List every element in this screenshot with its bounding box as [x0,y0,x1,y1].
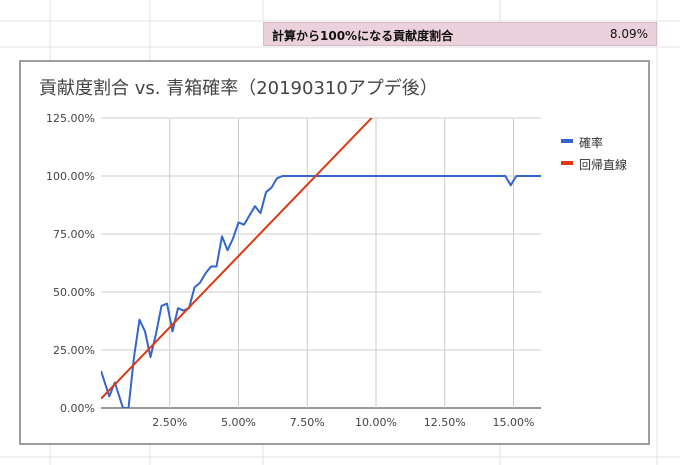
x-tick-label: 15.00% [493,416,535,429]
x-tick-label: 5.00% [221,416,256,429]
y-tick-label: 25.00% [53,344,95,357]
legend-label: 回帰直線 [579,157,627,172]
y-tick-label: 75.00% [53,228,95,241]
y-tick-label: 50.00% [53,286,95,299]
header-label: 計算から100%になる貢献度割合 [272,29,454,43]
x-tick-label: 2.50% [152,416,187,429]
x-tick-label: 12.50% [424,416,466,429]
legend-swatch [561,139,573,143]
y-tick-label: 100.00% [46,170,95,183]
chart-title: 貢献度割合 vs. 青箱確率（20190310アプデ後） [39,78,438,99]
header-value: 8.09% [609,27,648,41]
chart-svg: 0.00% 25.00% 50.00% 75.00% 100.00% 125.00% 2.5… [46,112,627,429]
x-tick-label: 7.50% [290,416,325,429]
legend-label: 確率 [579,135,603,150]
chart-container[interactable]: 貢献度割合 vs. 青箱確率（20190310アプデ後） 0.00% 25.00%… [19,60,650,445]
y-tick-label: 125.00% [46,112,95,125]
x-tick-label: 10.00% [355,416,397,429]
legend-swatch [561,161,573,165]
regression-line [101,118,373,400]
y-tick-label: 0.00% [60,402,95,415]
probability-series-line [101,175,541,408]
contribution-ratio-cell[interactable]: 計算から100%になる貢献度割合 8.09% [263,22,657,46]
